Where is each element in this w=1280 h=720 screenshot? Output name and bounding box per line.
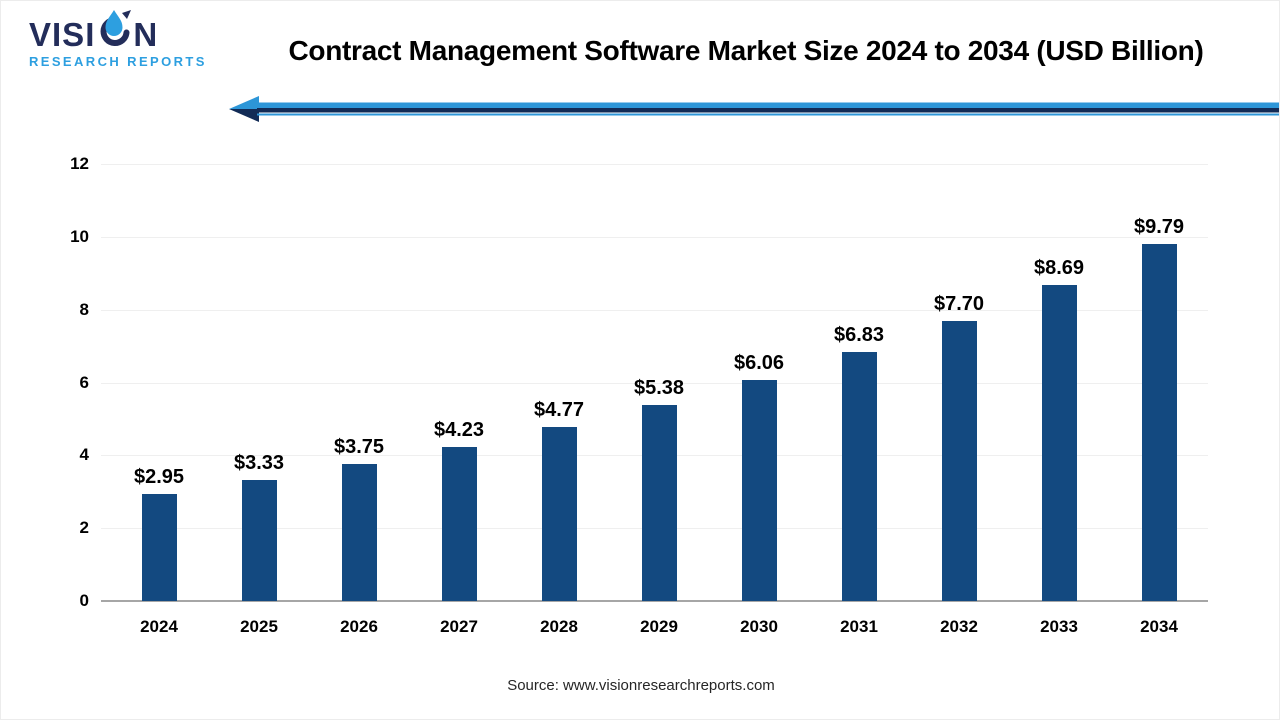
x-axis-tick-label: 2031 — [840, 617, 878, 636]
bar-2025 — [241, 479, 277, 601]
y-axis-tick-label: 10 — [70, 226, 89, 246]
x-axis-tick-label: 2024 — [140, 617, 178, 636]
bar-2024 — [141, 493, 177, 601]
bar-value-label: $5.38 — [633, 377, 685, 400]
bar-value-label: $4.23 — [433, 418, 485, 441]
source-attribution: Source: www.visionresearchreports.com — [507, 677, 775, 694]
x-axis-tick-label: 2027 — [440, 617, 478, 636]
bar-2033 — [1041, 284, 1077, 601]
gridline — [101, 309, 1208, 311]
y-axis-tick-label: 8 — [79, 299, 89, 319]
bar-value-label: $6.06 — [733, 352, 785, 375]
bar-2029 — [641, 405, 677, 601]
x-axis-tick-label: 2026 — [340, 617, 378, 636]
x-axis-line — [101, 600, 1208, 602]
x-axis-tick-label: 2033 — [1040, 617, 1078, 636]
logo-subtitle: RESEARCH REPORTS — [29, 54, 207, 69]
x-axis-tick-label: 2028 — [540, 617, 578, 636]
bar-2026 — [341, 464, 377, 601]
y-axis-tick-label: 0 — [79, 591, 89, 610]
bar-2030 — [741, 380, 777, 601]
x-axis-tick-label: 2025 — [240, 617, 278, 636]
bar-value-label: $2.95 — [133, 465, 185, 488]
y-axis-tick-label: 6 — [79, 372, 89, 392]
bar-value-label: $4.77 — [533, 399, 585, 422]
logo-droplet-icon — [100, 10, 132, 46]
x-axis-tick-label: 2030 — [740, 617, 778, 636]
title-underline-arrow-icon — [229, 96, 1279, 122]
x-axis-tick-label: 2034 — [1140, 617, 1178, 636]
bar-value-label: $9.79 — [1133, 216, 1185, 239]
gridline — [101, 236, 1208, 238]
x-axis-tick-label: 2032 — [940, 617, 978, 636]
vision-research-reports-logo: VISI N RESEARCH REPORTS — [29, 10, 219, 69]
bar-value-label: $8.69 — [1033, 256, 1085, 279]
bar-2028 — [541, 427, 577, 601]
y-axis-tick-label: 4 — [79, 445, 89, 465]
gridline — [101, 164, 1208, 165]
bar-value-label: $3.33 — [233, 451, 285, 474]
bar-value-label: $7.70 — [933, 292, 985, 315]
bar-value-label: $3.75 — [333, 436, 385, 459]
chart-title: Contract Management Software Market Size… — [288, 35, 1204, 66]
logo-brand-text: VISI N — [29, 10, 219, 53]
logo-brand-suffix: N — [133, 15, 159, 53]
x-axis-tick-label: 2029 — [640, 617, 678, 636]
y-axis-tick-label: 12 — [70, 154, 89, 173]
bar-2027 — [441, 446, 477, 601]
bar-2034 — [1141, 244, 1177, 601]
logo-brand-prefix: VISI — [29, 15, 96, 53]
bar-value-label: $6.83 — [833, 324, 885, 347]
bar-2032 — [941, 320, 977, 601]
bar-2031 — [841, 352, 877, 601]
gridline — [101, 382, 1208, 384]
y-axis-tick-label: 2 — [79, 518, 89, 538]
